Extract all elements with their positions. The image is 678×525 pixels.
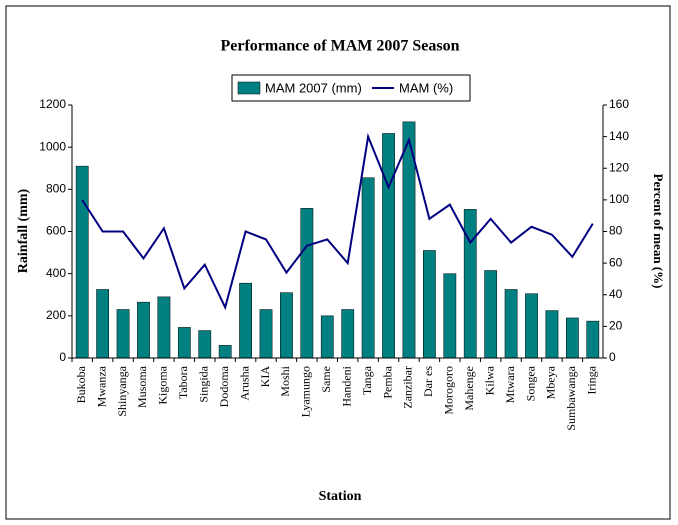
y-tick-label: 800 bbox=[46, 182, 66, 196]
bar bbox=[545, 310, 559, 359]
x-axis-label: Station bbox=[319, 489, 362, 504]
x-tick-label: Bukoba bbox=[74, 365, 88, 403]
bar bbox=[484, 270, 498, 359]
y-tick-label: 200 bbox=[46, 308, 66, 322]
x-tick-label: Handeni bbox=[339, 365, 353, 406]
bar bbox=[280, 292, 293, 359]
x-tick-label: Mtwara bbox=[503, 365, 517, 403]
y2-tick-label: 160 bbox=[609, 97, 629, 111]
x-tick-label: Iringa bbox=[585, 365, 599, 394]
bar bbox=[320, 315, 334, 359]
x-tick-label: KIA bbox=[258, 366, 272, 388]
bar bbox=[525, 293, 538, 359]
bar bbox=[239, 282, 252, 359]
bar bbox=[586, 320, 600, 359]
bar bbox=[341, 309, 355, 359]
y2-tick-label: 40 bbox=[609, 287, 623, 301]
bar bbox=[382, 133, 395, 359]
chart-title: Performance of MAM 2007 Season bbox=[220, 38, 459, 55]
y2-tick-label: 20 bbox=[609, 319, 623, 333]
x-tick-label: Pemba bbox=[380, 365, 394, 398]
bar bbox=[259, 309, 273, 359]
x-tick-label: Mbeya bbox=[544, 365, 558, 399]
x-tick-label: Dodoma bbox=[217, 365, 231, 407]
x-tick-label: Kigoma bbox=[156, 365, 170, 404]
y-tick-label: 600 bbox=[46, 224, 66, 238]
y-tick-label: 0 bbox=[59, 350, 66, 364]
x-tick-label: Morogoro bbox=[442, 366, 456, 415]
legend-box bbox=[231, 74, 471, 102]
x-tick-label: Lyamungo bbox=[299, 366, 313, 417]
bar bbox=[443, 273, 457, 359]
bar bbox=[157, 296, 171, 359]
legend-label: MAM 2007 (mm) bbox=[265, 80, 362, 95]
x-tick-label: Tanga bbox=[360, 365, 374, 395]
x-tick-label: Musoma bbox=[135, 365, 149, 408]
y2-tick-label: 80 bbox=[609, 224, 623, 238]
x-tick-label: Shinyanga bbox=[115, 365, 129, 416]
bar bbox=[300, 208, 314, 359]
y2-axis-label: Percent of mean (%) bbox=[651, 174, 666, 289]
x-tick-label: Songea bbox=[523, 365, 537, 401]
bar bbox=[96, 289, 110, 359]
bar bbox=[177, 327, 191, 359]
legend-label: MAM (%) bbox=[399, 80, 453, 95]
bar bbox=[75, 165, 89, 359]
bar bbox=[565, 317, 579, 359]
y2-tick-label: 100 bbox=[609, 192, 629, 206]
bar bbox=[116, 309, 130, 359]
y2-tick-label: 140 bbox=[609, 129, 629, 143]
bar bbox=[137, 301, 150, 359]
bar bbox=[504, 289, 518, 359]
x-tick-label: Dar es bbox=[421, 366, 435, 397]
bar bbox=[361, 177, 375, 359]
y-axis-label: Rainfall (mm) bbox=[16, 188, 31, 273]
x-tick-label: Zanzibar bbox=[401, 366, 415, 409]
bar bbox=[198, 330, 212, 359]
x-tick-label: Mahenge bbox=[462, 366, 476, 411]
x-tick-label: Sumbawanga bbox=[564, 365, 578, 430]
y2-tick-label: 120 bbox=[609, 160, 629, 174]
bar bbox=[463, 209, 477, 359]
x-tick-label: Arusha bbox=[237, 365, 251, 400]
y-tick-label: 400 bbox=[46, 266, 66, 280]
x-tick-label: Moshi bbox=[278, 365, 292, 396]
y-tick-label: 1200 bbox=[39, 97, 66, 111]
x-tick-label: Singida bbox=[197, 365, 211, 402]
line bbox=[81, 132, 594, 311]
y2-tick-label: 60 bbox=[609, 255, 623, 269]
x-tick-label: Same bbox=[319, 366, 333, 393]
y2-tick-label: 0 bbox=[609, 350, 616, 364]
bar bbox=[218, 345, 232, 359]
legend-swatch bbox=[237, 81, 261, 95]
bar bbox=[423, 250, 436, 359]
x-tick-label: Tabora bbox=[176, 365, 190, 399]
y-tick-label: 1000 bbox=[39, 139, 66, 153]
x-tick-label: Kilwa bbox=[482, 365, 496, 395]
x-tick-label: Mwanza bbox=[94, 365, 108, 407]
